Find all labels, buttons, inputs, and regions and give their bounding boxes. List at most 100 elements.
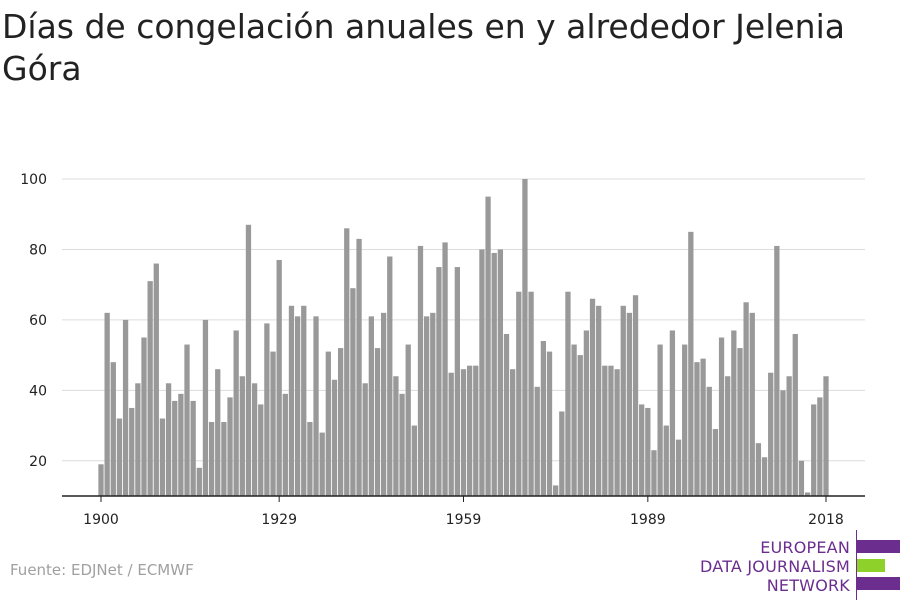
bar-1985: [620, 305, 626, 496]
bar-1980: [589, 298, 596, 496]
bar-1981: [596, 305, 602, 496]
bar-1903: [116, 418, 123, 496]
bar-2004: [737, 348, 743, 496]
logo-divider: [856, 530, 857, 600]
bar-1976: [565, 291, 571, 496]
bar-1943: [362, 383, 368, 496]
bar-1992: [663, 425, 669, 496]
bar-1923: [239, 376, 245, 496]
bar-1910: [159, 418, 166, 496]
bar-2016: [811, 404, 817, 496]
bar-2017: [817, 397, 823, 496]
bar-1950: [405, 344, 411, 496]
bar-1922: [233, 330, 239, 496]
bar-1965: [497, 249, 504, 496]
bar-1925: [251, 383, 258, 496]
bar-1917: [202, 319, 209, 496]
bar-1934: [307, 422, 313, 496]
bar-1926: [258, 404, 264, 496]
bar-2012: [786, 376, 792, 496]
x-tick-label: 2018: [808, 512, 844, 528]
bar-1993: [669, 330, 676, 496]
bar-1982: [602, 365, 608, 496]
bar-1968: [516, 291, 522, 496]
bar-2013: [792, 333, 798, 496]
bar-1953: [423, 316, 430, 496]
bar-1963: [485, 196, 491, 496]
bar-1916: [196, 467, 202, 496]
bar-1967: [510, 369, 516, 496]
bars-group: [98, 179, 829, 497]
logo-line-1: EUROPEAN: [760, 538, 850, 557]
bar-2002: [725, 376, 731, 496]
bar-1939: [337, 348, 344, 496]
y-tick-label: 40: [29, 383, 47, 399]
bar-1937: [325, 351, 331, 496]
bar-1912: [172, 400, 178, 496]
bar-1946: [380, 312, 387, 496]
bar-1959: [460, 369, 467, 496]
bar-1932: [294, 316, 301, 496]
bar-2006: [749, 312, 755, 496]
y-tick-labels: 20 40 60 80 100: [20, 172, 47, 470]
bar-2011: [780, 390, 786, 496]
bar-1900: [98, 464, 104, 496]
logo-line-2: DATA JOURNALISM: [700, 557, 850, 576]
bar-1978: [577, 355, 583, 496]
x-tick-label: 1989: [630, 512, 666, 528]
bar-1924: [245, 224, 252, 497]
bar-1930: [282, 393, 288, 496]
edjnet-logo: EUROPEAN DATA JOURNALISM NETWORK: [700, 530, 900, 600]
bar-1996: [688, 231, 694, 497]
bar-1905: [129, 407, 135, 496]
bar-1933: [301, 305, 307, 496]
bar-1919: [215, 369, 221, 496]
bar-2003: [731, 330, 737, 496]
bar-1902: [110, 362, 116, 496]
bar-1944: [368, 316, 374, 496]
bar-1956: [442, 242, 448, 496]
bar-2008: [761, 457, 768, 496]
bar-1984: [614, 369, 620, 496]
bar-1954: [430, 312, 436, 496]
bar-1975: [559, 411, 565, 496]
bar-1907: [141, 337, 147, 496]
logo-line-3: NETWORK: [766, 576, 850, 595]
bar-1988: [639, 404, 645, 496]
y-tick-label: 60: [29, 313, 47, 329]
bar-1957: [448, 372, 454, 496]
bar-1983: [608, 365, 614, 496]
y-tick-label: 100: [20, 172, 47, 188]
bar-1999: [706, 386, 712, 496]
bar-1904: [122, 319, 129, 496]
bar-1906: [135, 383, 141, 496]
bar-1901: [104, 312, 110, 496]
y-tick-label: 20: [29, 454, 47, 470]
bar-1914: [184, 344, 190, 496]
bar-1966: [503, 333, 510, 496]
bar-1949: [399, 393, 405, 496]
bar-2014: [798, 460, 805, 496]
bar-1921: [227, 397, 233, 496]
bar-1908: [147, 281, 153, 496]
bar-1987: [632, 295, 639, 496]
x-tick-labels: 1900 1929 1959 1989 2018: [83, 512, 844, 528]
logo-bar-green: [857, 559, 885, 572]
bar-1948: [393, 376, 399, 496]
bar-1991: [657, 344, 663, 496]
bar-1962: [479, 249, 485, 496]
bar-1990: [651, 450, 657, 496]
bar-2001: [718, 337, 725, 496]
bar-1947: [387, 256, 393, 496]
bar-2007: [755, 443, 762, 496]
bar-1941: [350, 288, 356, 496]
bar-1994: [675, 439, 682, 496]
bar-1977: [571, 344, 577, 496]
bar-1931: [288, 305, 295, 496]
bar-1918: [208, 422, 215, 496]
bar-2018: [823, 376, 829, 496]
bar-1971: [534, 386, 540, 496]
source-note: Fuente: EDJNet / ECMWF: [10, 561, 194, 579]
bar-1964: [491, 252, 497, 496]
